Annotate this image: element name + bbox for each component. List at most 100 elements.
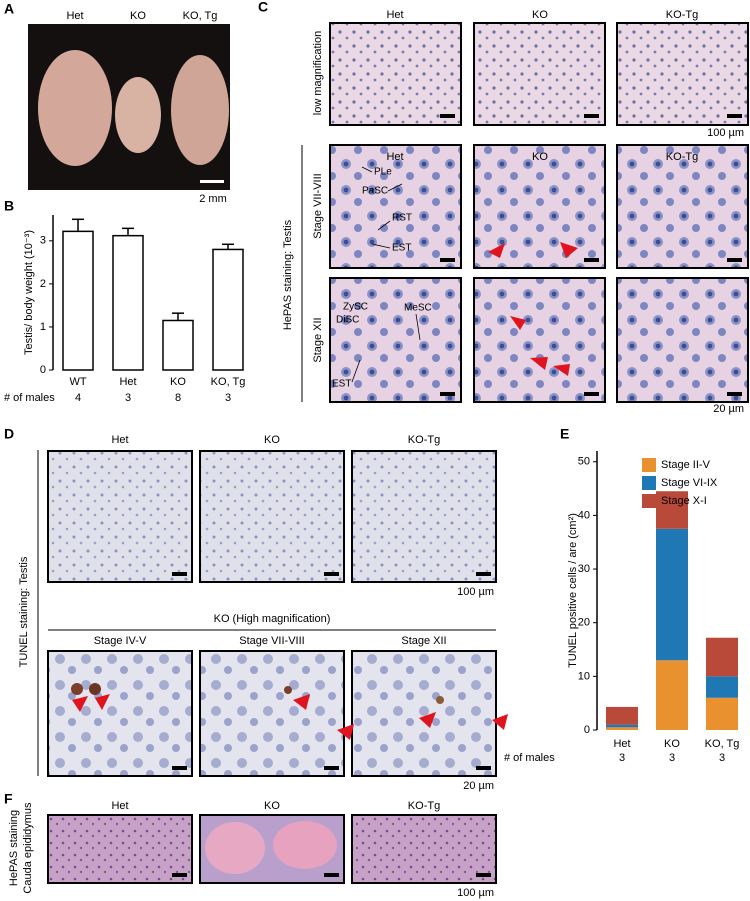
x-tick-label: WT bbox=[69, 376, 86, 388]
count: 3 bbox=[225, 392, 231, 404]
annotation: RST bbox=[392, 213, 412, 224]
bar-segment bbox=[706, 676, 738, 698]
y-tick-label: 1 bbox=[40, 321, 46, 333]
header: KO bbox=[532, 151, 548, 163]
annotation: EST bbox=[392, 243, 411, 254]
panel-label: B bbox=[4, 198, 14, 214]
y-tick-label: 0 bbox=[40, 364, 46, 376]
bar-segment bbox=[606, 724, 638, 728]
stage-label: Stage IV-V bbox=[94, 635, 147, 647]
panel-label: A bbox=[4, 1, 14, 17]
testis bbox=[115, 77, 161, 153]
header: Het bbox=[66, 10, 83, 22]
stage-label: Stage VII-VIII bbox=[239, 635, 304, 647]
side-label: Cauda epididymus bbox=[22, 802, 34, 894]
y-tick-label: 10 bbox=[578, 670, 590, 682]
count: 4 bbox=[75, 392, 81, 404]
annotation: MeSC bbox=[404, 303, 432, 314]
image-grid bbox=[47, 814, 497, 884]
stage-label: Stage XII bbox=[401, 635, 446, 647]
bar bbox=[212, 248, 244, 371]
legend-swatch bbox=[642, 476, 656, 490]
bar-segment bbox=[656, 660, 688, 730]
header: KO bbox=[532, 9, 548, 21]
image-grid bbox=[329, 22, 749, 403]
header: KO-Tg bbox=[666, 9, 698, 21]
scale-label: 100 µm bbox=[707, 127, 744, 139]
scale-label: 100 µm bbox=[457, 586, 494, 598]
header: KO-Tg bbox=[408, 800, 440, 812]
y-tick-label: 2 bbox=[40, 278, 46, 290]
header: Het bbox=[386, 9, 403, 21]
scale-label: 2 mm bbox=[199, 193, 227, 205]
legend-label: Stage VI-IX bbox=[661, 477, 718, 489]
image-grid bbox=[47, 450, 508, 777]
scale-label: 20 µm bbox=[463, 780, 494, 792]
x-tick-label: KO bbox=[170, 376, 186, 388]
annotation: PLe bbox=[374, 167, 392, 178]
panel-label: C bbox=[258, 0, 268, 15]
header: Het bbox=[111, 800, 128, 812]
annotation: PaSC bbox=[362, 186, 388, 197]
bar bbox=[62, 230, 94, 371]
panel-label: D bbox=[4, 426, 14, 442]
testis bbox=[171, 55, 229, 165]
header: KO, Tg bbox=[183, 10, 218, 22]
count: 8 bbox=[175, 392, 181, 404]
legend-swatch bbox=[642, 494, 656, 508]
annotation: ZySC bbox=[343, 302, 368, 313]
row-label: Stage VII-VIII bbox=[312, 173, 324, 238]
x-tick-label: KO, Tg bbox=[211, 376, 246, 388]
count-label: # of males bbox=[4, 392, 55, 404]
x-tick-label: Het bbox=[613, 738, 630, 750]
count-label: # of males bbox=[504, 752, 555, 764]
annotation: EST bbox=[332, 379, 351, 390]
header: KO-Tg bbox=[666, 151, 698, 163]
bar-segment bbox=[656, 491, 688, 529]
y-axis-label: Testis/ body weight (10⁻³) bbox=[23, 230, 35, 355]
subtitle: KO (High magnification) bbox=[214, 613, 331, 625]
header: KO bbox=[130, 10, 146, 22]
y-tick-label: 3 bbox=[40, 235, 46, 247]
y-tick-label: 20 bbox=[578, 617, 590, 629]
scale-label: 100 µm bbox=[457, 887, 494, 899]
scale-bar bbox=[200, 180, 224, 183]
header: KO bbox=[264, 434, 280, 446]
bar-segment bbox=[656, 528, 688, 661]
side-label: HePAS staining: Testis bbox=[282, 219, 294, 330]
row-label: low magnification bbox=[312, 31, 324, 115]
panel-label: F bbox=[4, 791, 13, 807]
y-axis-label: TUNEL positive cells / are (cm²) bbox=[567, 513, 579, 668]
header: KO-Tg bbox=[408, 434, 440, 446]
bar-segment bbox=[706, 637, 738, 677]
annotations: PLe PaSC RST EST ZySC DiSC MeSC EST bbox=[332, 167, 432, 390]
y-tick-label: 30 bbox=[578, 563, 590, 575]
y-tick-label: 0 bbox=[584, 724, 590, 736]
bar bbox=[112, 234, 144, 371]
panel-label: E bbox=[560, 426, 569, 442]
legend-label: Stage X-I bbox=[661, 495, 707, 507]
legend-swatch bbox=[642, 458, 656, 472]
count: 3 bbox=[125, 392, 131, 404]
count: 3 bbox=[669, 752, 675, 764]
x-tick-label: KO bbox=[664, 738, 680, 750]
count: 3 bbox=[719, 752, 725, 764]
bar-segment bbox=[606, 727, 638, 730]
row-label: Stage XII bbox=[312, 317, 324, 362]
legend-label: Stage II-V bbox=[661, 459, 711, 471]
annotation: DiSC bbox=[336, 315, 359, 326]
x-tick-label: Het bbox=[119, 376, 136, 388]
header: Het bbox=[386, 151, 403, 163]
count: 3 bbox=[619, 752, 625, 764]
y-tick-label: 40 bbox=[578, 509, 590, 521]
x-tick-label: KO, Tg bbox=[705, 738, 740, 750]
y-tick-label: 50 bbox=[578, 456, 590, 468]
header: Het bbox=[111, 434, 128, 446]
side-label: HePAS staining bbox=[8, 810, 20, 886]
bar-segment bbox=[606, 706, 638, 725]
header: KO bbox=[264, 800, 280, 812]
bar-segment bbox=[706, 697, 738, 730]
bar bbox=[162, 319, 194, 371]
scale-label: 20 µm bbox=[713, 403, 744, 415]
